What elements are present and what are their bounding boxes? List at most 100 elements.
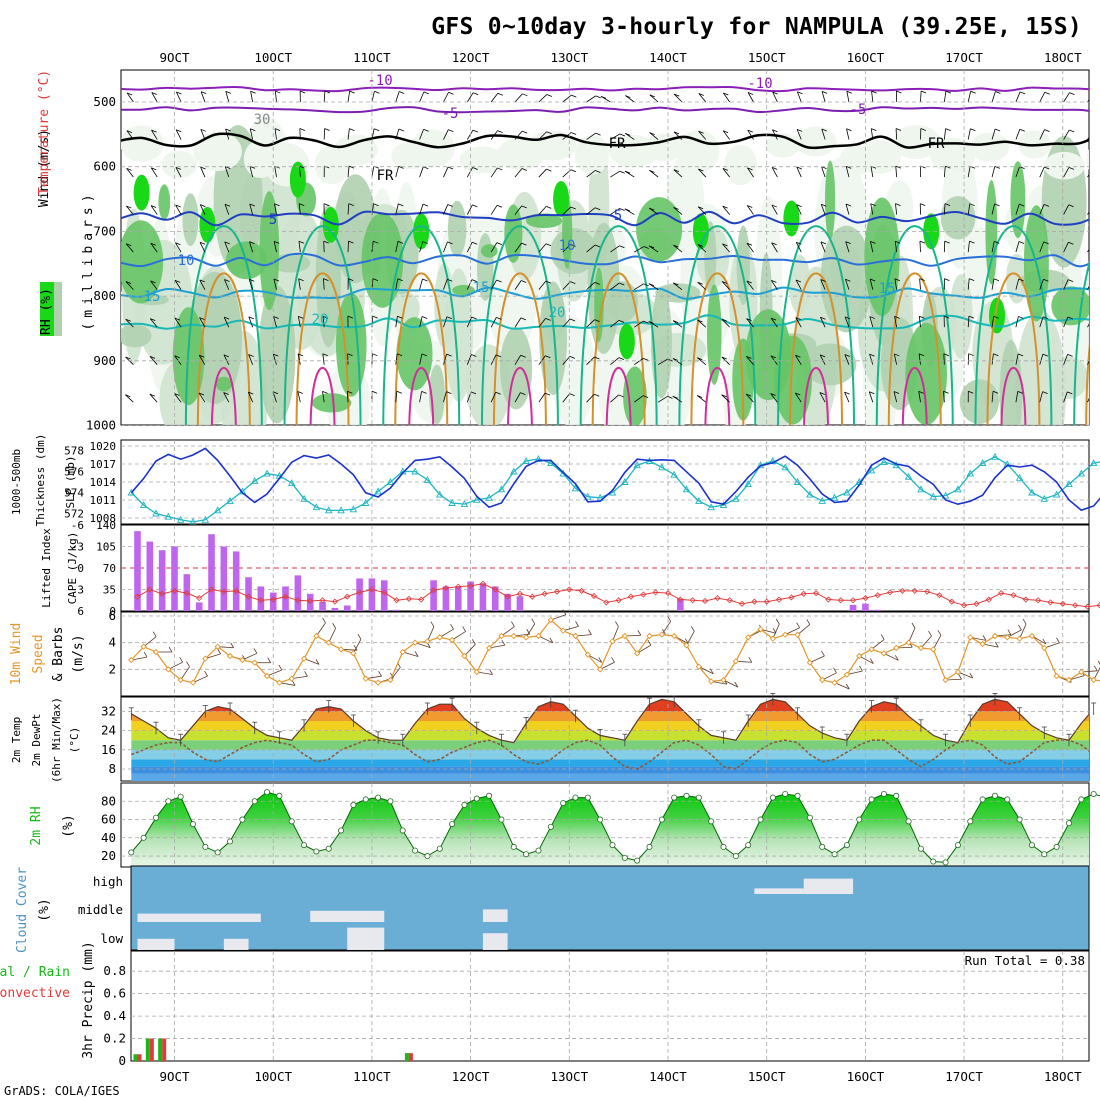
wind-barb — [439, 628, 454, 638]
upper-wind-barb — [274, 203, 277, 215]
upper-wind-barb-flag — [249, 241, 255, 244]
upper-wind-barb — [514, 93, 523, 103]
upper-wind-barb — [586, 132, 596, 140]
upper-wind-barb — [610, 394, 619, 403]
rh-marker — [708, 818, 715, 825]
upper-wind-barb-flag — [299, 165, 305, 169]
upper-wind-barb — [562, 94, 572, 103]
upper-wind-barb — [224, 279, 230, 290]
rh-shade — [1005, 253, 1028, 304]
thickness-marker — [1040, 494, 1049, 502]
wind-tick: 4 — [108, 635, 116, 650]
cloud-level-high: high — [93, 874, 123, 889]
rh-shade — [182, 193, 199, 247]
thickness-marker — [324, 506, 333, 514]
contour-plus5 — [121, 210, 1089, 227]
contour-label: 30 — [254, 112, 271, 128]
thickness-marker — [584, 492, 592, 500]
thickness-marker — [793, 478, 802, 485]
li-marker — [418, 596, 425, 603]
upper-wind-barb-flag — [448, 91, 454, 95]
upper-wind-barb — [174, 317, 182, 328]
upper-wind-barb — [1063, 92, 1070, 103]
wind-barb — [328, 628, 336, 643]
temp-band — [131, 759, 1089, 767]
thickness-marker — [1077, 469, 1086, 477]
upper-wind-barb-flag — [1069, 129, 1075, 133]
upper-wind-barb-flag — [546, 168, 552, 172]
upper-wind-barb-flag — [224, 316, 230, 320]
upper-wind-barb-flag — [771, 204, 778, 208]
upper-wind-barb — [1087, 136, 1089, 140]
thickness-marker — [460, 500, 469, 507]
upper-wind-barb-flag — [571, 94, 577, 98]
li-marker — [1084, 603, 1091, 610]
upper-wind-barb-flag — [846, 166, 852, 169]
rh-marker — [831, 851, 838, 858]
upper-wind-barb — [845, 241, 850, 253]
upper-wind-barb — [514, 242, 522, 253]
upper-wind-barb — [649, 94, 659, 103]
precip-tick: 0.4 — [103, 1008, 126, 1023]
cape-bar — [430, 580, 437, 611]
li-marker — [1047, 599, 1054, 606]
upper-wind-barb — [224, 204, 230, 215]
cape-bar — [208, 534, 215, 611]
wind-marker — [880, 650, 888, 657]
precip-panel: 0.8 0.6 0.4 0.2 0 Run Total = 0.38 Total / R… — [0, 941, 1090, 1068]
upper-wind-barb-flag — [198, 392, 205, 396]
upper-wind-barb-flag — [943, 390, 949, 394]
wind-barb-flag — [186, 661, 190, 667]
li-marker — [640, 591, 647, 598]
wind-label-2: Speed — [31, 634, 46, 673]
upper-wind-barb — [419, 91, 425, 103]
contour-label: 20 — [549, 305, 566, 321]
upper-wind-barb — [562, 318, 571, 328]
cape-label-cape: CAPE (J/kg) — [66, 532, 79, 605]
upper-wind-barb-flag — [870, 203, 876, 207]
temp-tick: 32 — [101, 703, 116, 718]
upper-wind-barb — [1087, 286, 1089, 290]
rh-shade — [1086, 149, 1089, 170]
upper-wind-barb — [538, 280, 547, 290]
upper-wind-barb — [538, 355, 546, 365]
upper-wind-barb-flag — [546, 94, 553, 97]
wind-barb-flag — [869, 658, 874, 664]
diurnal-loop — [408, 366, 435, 425]
upper-wind-barb — [443, 204, 449, 215]
upper-wind-barb-flag — [619, 133, 626, 137]
li-marker — [874, 592, 881, 599]
upper-wind-barb-flag — [372, 353, 378, 357]
upper-wind-barb — [586, 207, 596, 215]
upper-wind-barb — [794, 392, 802, 403]
cloud-label-2: (%) — [37, 898, 52, 921]
diurnal-loop — [394, 272, 449, 425]
chart-title: GFS 0~10day 3-hourly for NAMPULA (39.25E… — [431, 14, 1082, 40]
upper-wind-barb-flag — [944, 278, 950, 282]
upper-wind-barb-flag — [323, 278, 329, 282]
upper-wind-barb — [1015, 241, 1020, 253]
upper-wind-barb-flag — [349, 90, 355, 94]
upper-wind-barb — [846, 91, 850, 103]
upper-wind-barb — [490, 392, 497, 403]
upper-wind-barb — [347, 166, 350, 178]
rh-marker — [609, 842, 616, 849]
upper-wind-barb — [200, 129, 206, 140]
li-marker — [738, 600, 746, 607]
upper-wind-barb-flag — [396, 353, 403, 357]
upper-wind-barb-flag — [447, 166, 454, 170]
wind-barb — [451, 631, 466, 641]
wind-marker — [1004, 634, 1011, 641]
upper-wind-barb — [673, 207, 683, 215]
upper-wind-barb — [771, 280, 778, 290]
wind-barb-flag — [332, 623, 336, 629]
wind-marker — [1041, 644, 1048, 652]
li-marker — [479, 580, 487, 587]
wind-barb-flag — [462, 626, 466, 632]
rh-shade — [550, 228, 597, 274]
upper-wind-barb-flag — [722, 281, 728, 284]
rh-marker — [1053, 843, 1060, 850]
upper-wind-barb — [871, 91, 874, 103]
wind-marker — [522, 634, 530, 641]
